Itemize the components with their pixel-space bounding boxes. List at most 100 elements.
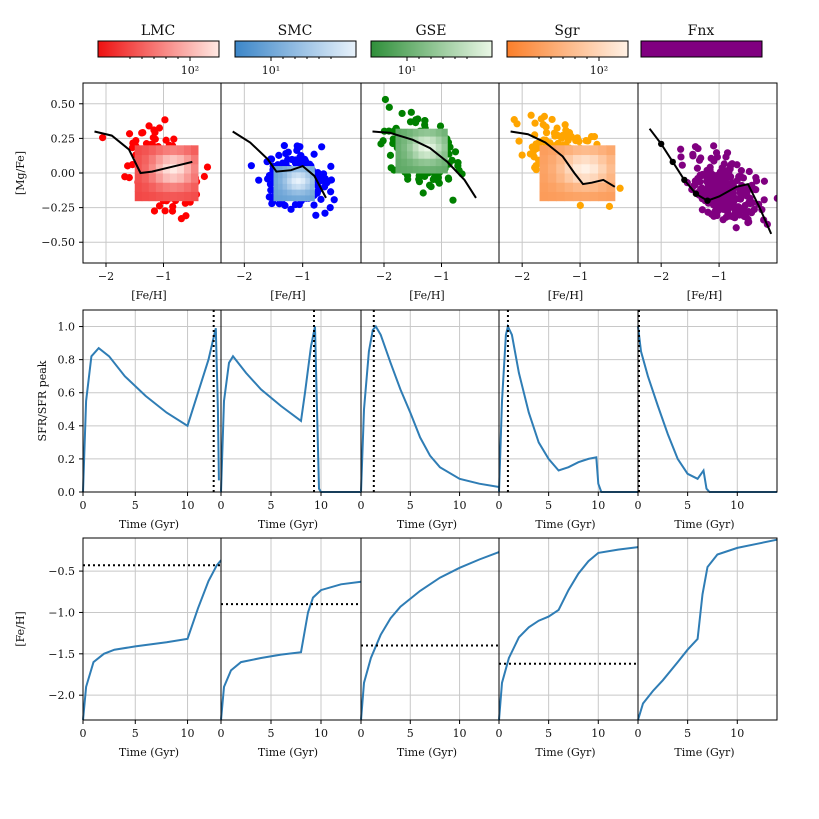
- x-axis-label: [Fe/H]: [687, 289, 722, 302]
- data-point: [275, 200, 283, 208]
- data-point: [281, 201, 289, 210]
- density-bin: [395, 158, 402, 167]
- data-point: [616, 184, 624, 192]
- density-bin: [606, 191, 616, 202]
- density-bin: [418, 150, 425, 159]
- density-bin: [291, 183, 297, 190]
- density-bin: [564, 173, 574, 183]
- density-bin: [418, 158, 425, 167]
- data-point: [145, 122, 153, 130]
- data-point: [330, 196, 338, 204]
- column-title-lmc: LMC: [141, 23, 175, 39]
- column-title-smc: SMC: [278, 23, 313, 39]
- data-point: [404, 175, 412, 183]
- density-bin: [169, 173, 178, 183]
- density-bin: [581, 145, 591, 156]
- data-point: [745, 167, 753, 176]
- x-tick-label: −1: [295, 270, 311, 283]
- density-bin: [296, 194, 302, 202]
- density-bin: [441, 158, 448, 167]
- density-bin: [435, 158, 442, 167]
- density-bin: [401, 143, 408, 152]
- density-bin: [412, 136, 419, 144]
- trend-line: [372, 130, 477, 199]
- density-bin: [282, 183, 288, 190]
- x-tick-label: 0: [80, 499, 87, 512]
- data-point: [542, 129, 551, 137]
- density-bin: [547, 145, 557, 156]
- colorbar-tick-label: 10¹: [398, 64, 416, 77]
- data-point: [150, 126, 158, 134]
- density-bin: [278, 183, 284, 190]
- density-bin: [606, 145, 616, 156]
- sfr-line: [82, 327, 220, 493]
- x-axis-label: Time (Gyr): [674, 746, 734, 759]
- data-point: [741, 201, 749, 210]
- density-bin: [589, 173, 599, 183]
- density-bin: [190, 182, 199, 192]
- data-point: [412, 116, 420, 124]
- density-bin: [547, 154, 557, 165]
- feh-panel-fnx: [637, 538, 778, 721]
- x-tick-label: 5: [268, 499, 275, 512]
- axes-frame: [220, 537, 362, 721]
- density-bin: [539, 163, 549, 174]
- y-axis-label: [Fe/H]: [14, 611, 27, 646]
- data-point: [449, 196, 457, 204]
- data-point: [719, 181, 728, 189]
- data-point: [531, 119, 539, 127]
- data-point: [515, 137, 523, 145]
- density-bin: [573, 145, 582, 156]
- density-bin: [395, 165, 402, 174]
- data-point: [124, 162, 132, 170]
- density-bin: [598, 173, 607, 183]
- data-point: [321, 209, 329, 217]
- density-bin: [418, 143, 425, 152]
- x-tick-label: −2: [376, 270, 392, 283]
- data-point: [677, 153, 685, 161]
- density-bin: [430, 165, 437, 174]
- y-tick-label: 0.25: [51, 132, 76, 145]
- data-point: [706, 166, 714, 174]
- x-tick-label: 0: [218, 499, 225, 512]
- colorbar-tick-label: 10¹: [262, 64, 280, 77]
- x-tick-label: −1: [155, 270, 171, 283]
- scatter-panel-gse: [361, 83, 499, 263]
- y-tick-label: 0.6: [58, 387, 76, 400]
- density-bin: [589, 182, 599, 192]
- density-bin: [412, 150, 419, 159]
- data-point: [760, 196, 768, 204]
- density-bin: [148, 163, 157, 174]
- trend-line: [94, 130, 193, 175]
- data-point: [326, 203, 334, 212]
- density-bin: [278, 189, 284, 196]
- density-bin: [305, 194, 311, 202]
- x-tick-label: 0: [496, 727, 503, 740]
- density-bin: [598, 145, 607, 156]
- density-bin: [176, 173, 185, 183]
- density-bin: [598, 154, 607, 165]
- x-tick-label: 5: [684, 727, 691, 740]
- data-point: [704, 178, 712, 186]
- data-point: [317, 195, 325, 203]
- data-point: [421, 117, 429, 125]
- density-bin: [183, 173, 192, 183]
- density-bin: [395, 128, 402, 137]
- y-tick-label: 0.8: [58, 354, 76, 367]
- data-point: [695, 156, 704, 164]
- y-tick-label: −0.5: [48, 565, 75, 578]
- data-point: [150, 207, 159, 215]
- density-bin: [300, 194, 306, 202]
- density-bin: [441, 165, 448, 174]
- data-point: [121, 173, 129, 181]
- sfr-panel-gse: [360, 310, 500, 493]
- data-point: [427, 183, 435, 191]
- density-bin: [581, 163, 591, 174]
- x-tick-label: 10: [181, 499, 195, 512]
- sfr-line: [360, 324, 500, 493]
- density-bin: [169, 154, 178, 165]
- density-bin: [287, 177, 293, 184]
- density-bin: [273, 171, 279, 179]
- data-point: [389, 139, 397, 148]
